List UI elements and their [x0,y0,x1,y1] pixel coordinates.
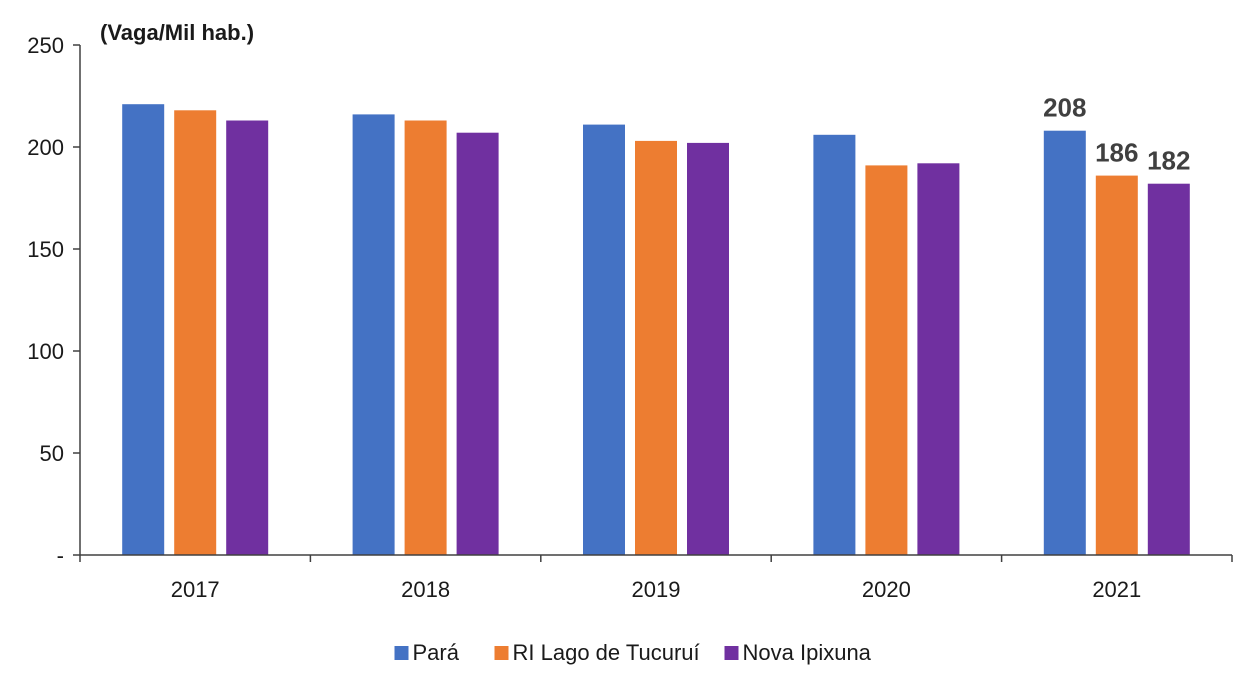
x-tick-label-2020: 2020 [862,577,911,602]
x-tick-label-2021: 2021 [1092,577,1141,602]
bar-2020-1 [865,165,908,555]
bar-2021-0 [1043,130,1086,555]
bar-2020-0 [813,134,856,556]
data-label-2021-0: 208 [1043,93,1086,123]
legend-label-1: RI Lago de Tucuruí [513,640,700,665]
bar-2020-2 [917,163,960,556]
bar-2018-0 [352,114,395,556]
bars-layer [122,104,1190,556]
bar-2019-2 [687,142,729,555]
legend-label-2: Nova Ipixuna [743,640,872,665]
bar-2021-1 [1095,175,1138,555]
axes-layer: 2017 2018 2019 2020 2021 - 50 100 150 200 250 [27,33,1233,602]
y-tick-label-0: - [57,543,64,568]
x-tick-label-2019: 2019 [632,577,681,602]
legend: Pará RI Lago de Tucuruí Nova Ipixuna [394,640,872,665]
bar-2021-2 [1147,183,1190,555]
bar-2018-1 [404,120,447,555]
data-label-2021-1: 186 [1095,138,1138,168]
bar-2017-2 [226,120,269,555]
x-tick-label-2017: 2017 [171,577,220,602]
y-tick-label-200: 200 [27,135,64,160]
y-tick-label-100: 100 [27,339,64,364]
legend-label-0: Pará [413,640,460,665]
bar-2017-1 [174,110,217,556]
bar-2017-0 [122,104,165,555]
y-tick-label-250: 250 [27,33,64,58]
legend-swatch-2 [724,646,739,660]
data-label-2021-2: 182 [1147,146,1190,176]
y-tick-label-50: 50 [40,441,64,466]
x-tick-label-2018: 2018 [401,577,450,602]
legend-swatch-0 [394,646,409,660]
bar-2019-1 [635,140,677,555]
data-labels-layer: 208 186 182 [1043,93,1190,176]
unit-label: (Vaga/Mil hab.) [100,20,254,45]
bar-2018-2 [456,132,499,555]
y-tick-label-150: 150 [27,237,64,262]
bar-2019-0 [583,124,625,555]
legend-swatch-1 [494,646,509,660]
